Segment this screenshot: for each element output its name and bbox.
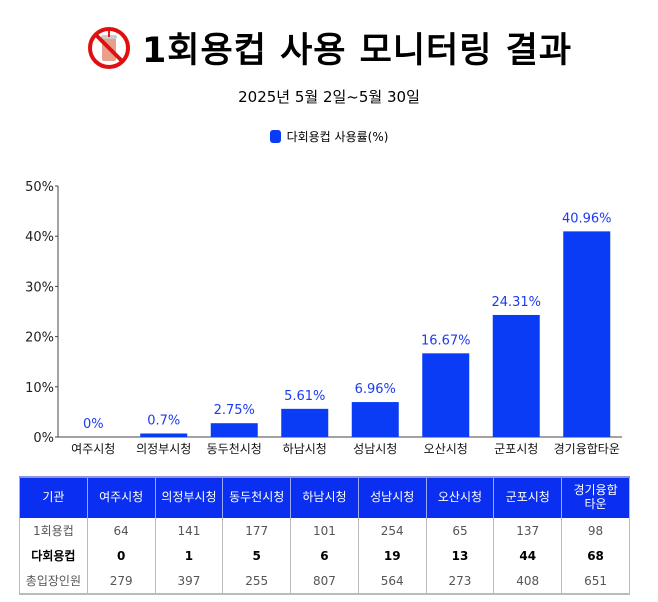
y-tick-label: 30% (25, 280, 54, 295)
data-label: 24.31% (491, 295, 541, 310)
date-range: 2025년 5월 2일~5월 30일 (238, 88, 420, 106)
table-header-row: 기관 여주시청 의정부시청 동두천시청 하남시청 성남시청 오산시청 군포시청 경기융합 타운 (19, 476, 630, 518)
legend-label: 다회용컵 사용률(%) (286, 130, 389, 144)
table-cell: 64 (86, 518, 156, 543)
bar (351, 402, 399, 437)
bar (281, 408, 329, 437)
table-cell: 141 (154, 518, 223, 543)
x-tick-label: 경기융합타운 (554, 442, 620, 456)
bar (563, 231, 611, 437)
table-cell: 807 (290, 568, 359, 595)
bar-chart: 0% 10% 20% 30% 40% 50% 0% 여주시청 0.7% 의정부시청 2.75% 동두천… (25, 180, 622, 456)
x-tick-label: 하남시청 (283, 442, 327, 456)
table-cell: 255 (222, 568, 291, 595)
table-row: 총입장인원 279 397 255 807 564 273 408 651 (19, 568, 630, 595)
legend: 다회용컵 사용률(%) (0, 128, 658, 145)
x-tick-label: 오산시청 (424, 442, 468, 456)
table-header-cell: 오산시청 (425, 476, 494, 518)
y-tick-label: 50% (25, 180, 54, 195)
x-tick-label: 성남시청 (353, 442, 397, 456)
no-disposable-cup-icon (87, 26, 130, 69)
y-tick-label: 0% (33, 431, 54, 446)
table-cell: 98 (561, 518, 630, 543)
table-cell: 177 (222, 518, 291, 543)
table-header-cell: 성남시청 (357, 476, 427, 518)
table-cell: 137 (493, 518, 562, 543)
table-cell: 397 (154, 568, 223, 595)
table-cell: 408 (493, 568, 562, 595)
title-row: 1회용컵 사용 모니터링 결과 (0, 22, 658, 73)
table-header-cell: 동두천시청 (222, 476, 291, 518)
x-tick-label: 군포시청 (494, 442, 538, 456)
table-cell: 6 (290, 543, 359, 568)
bar (422, 353, 470, 437)
y-tick-label: 20% (25, 331, 54, 346)
table-cell: 65 (425, 518, 494, 543)
table-cell: 68 (561, 543, 630, 568)
table-cell: 1 (154, 543, 223, 568)
data-label: 16.67% (421, 333, 471, 348)
data-label: 2.75% (214, 403, 255, 418)
legend-swatch (269, 130, 281, 143)
data-label: 0.7% (147, 413, 180, 428)
table-cell: 564 (357, 568, 427, 595)
bar (140, 433, 188, 437)
x-tick-label: 동두천시청 (207, 441, 262, 456)
table-cell: 5 (222, 543, 291, 568)
row-label: 다회용컵 (19, 543, 88, 568)
table-header-cell: 하남시청 (290, 476, 359, 518)
table-header-cell: 군포시청 (493, 476, 562, 518)
table-cell: 279 (86, 568, 156, 595)
data-label: 40.96% (562, 211, 612, 226)
y-tick-label: 10% (25, 381, 54, 396)
data-label: 0% (83, 417, 104, 432)
row-label: 총입장인원 (19, 568, 88, 595)
table-header-cell: 여주시청 (86, 476, 156, 518)
table-header-cell: 기관 (19, 476, 88, 518)
table-row: 1회용컵 64 141 177 101 254 65 137 98 (19, 518, 630, 543)
data-label: 6.96% (355, 382, 396, 397)
y-tick-label: 40% (25, 230, 54, 245)
table-row: 다회용컵 0 1 5 6 19 13 44 68 (19, 543, 630, 568)
table-cell: 44 (493, 543, 562, 568)
bar (210, 423, 258, 437)
x-tick-label: 여주시청 (71, 442, 115, 456)
table-header-cell: 경기융합 타운 (561, 476, 630, 518)
table-cell: 254 (357, 518, 427, 543)
table-cell: 19 (357, 543, 427, 568)
table-cell: 651 (561, 568, 630, 595)
x-tick-label: 의정부시청 (136, 442, 191, 456)
table-cell: 273 (425, 568, 494, 595)
table-cell: 13 (425, 543, 494, 568)
table-cell: 101 (290, 518, 359, 543)
bar (492, 314, 540, 437)
data-label: 5.61% (284, 389, 325, 404)
table-header-cell: 의정부시청 (154, 476, 223, 518)
table-cell: 0 (86, 543, 156, 568)
page-title: 1회용컵 사용 모니터링 결과 (141, 31, 573, 71)
row-label: 1회용컵 (19, 518, 88, 543)
data-table: 기관 여주시청 의정부시청 동두천시청 하남시청 성남시청 오산시청 군포시청 경기융합 타운 … (19, 476, 630, 595)
